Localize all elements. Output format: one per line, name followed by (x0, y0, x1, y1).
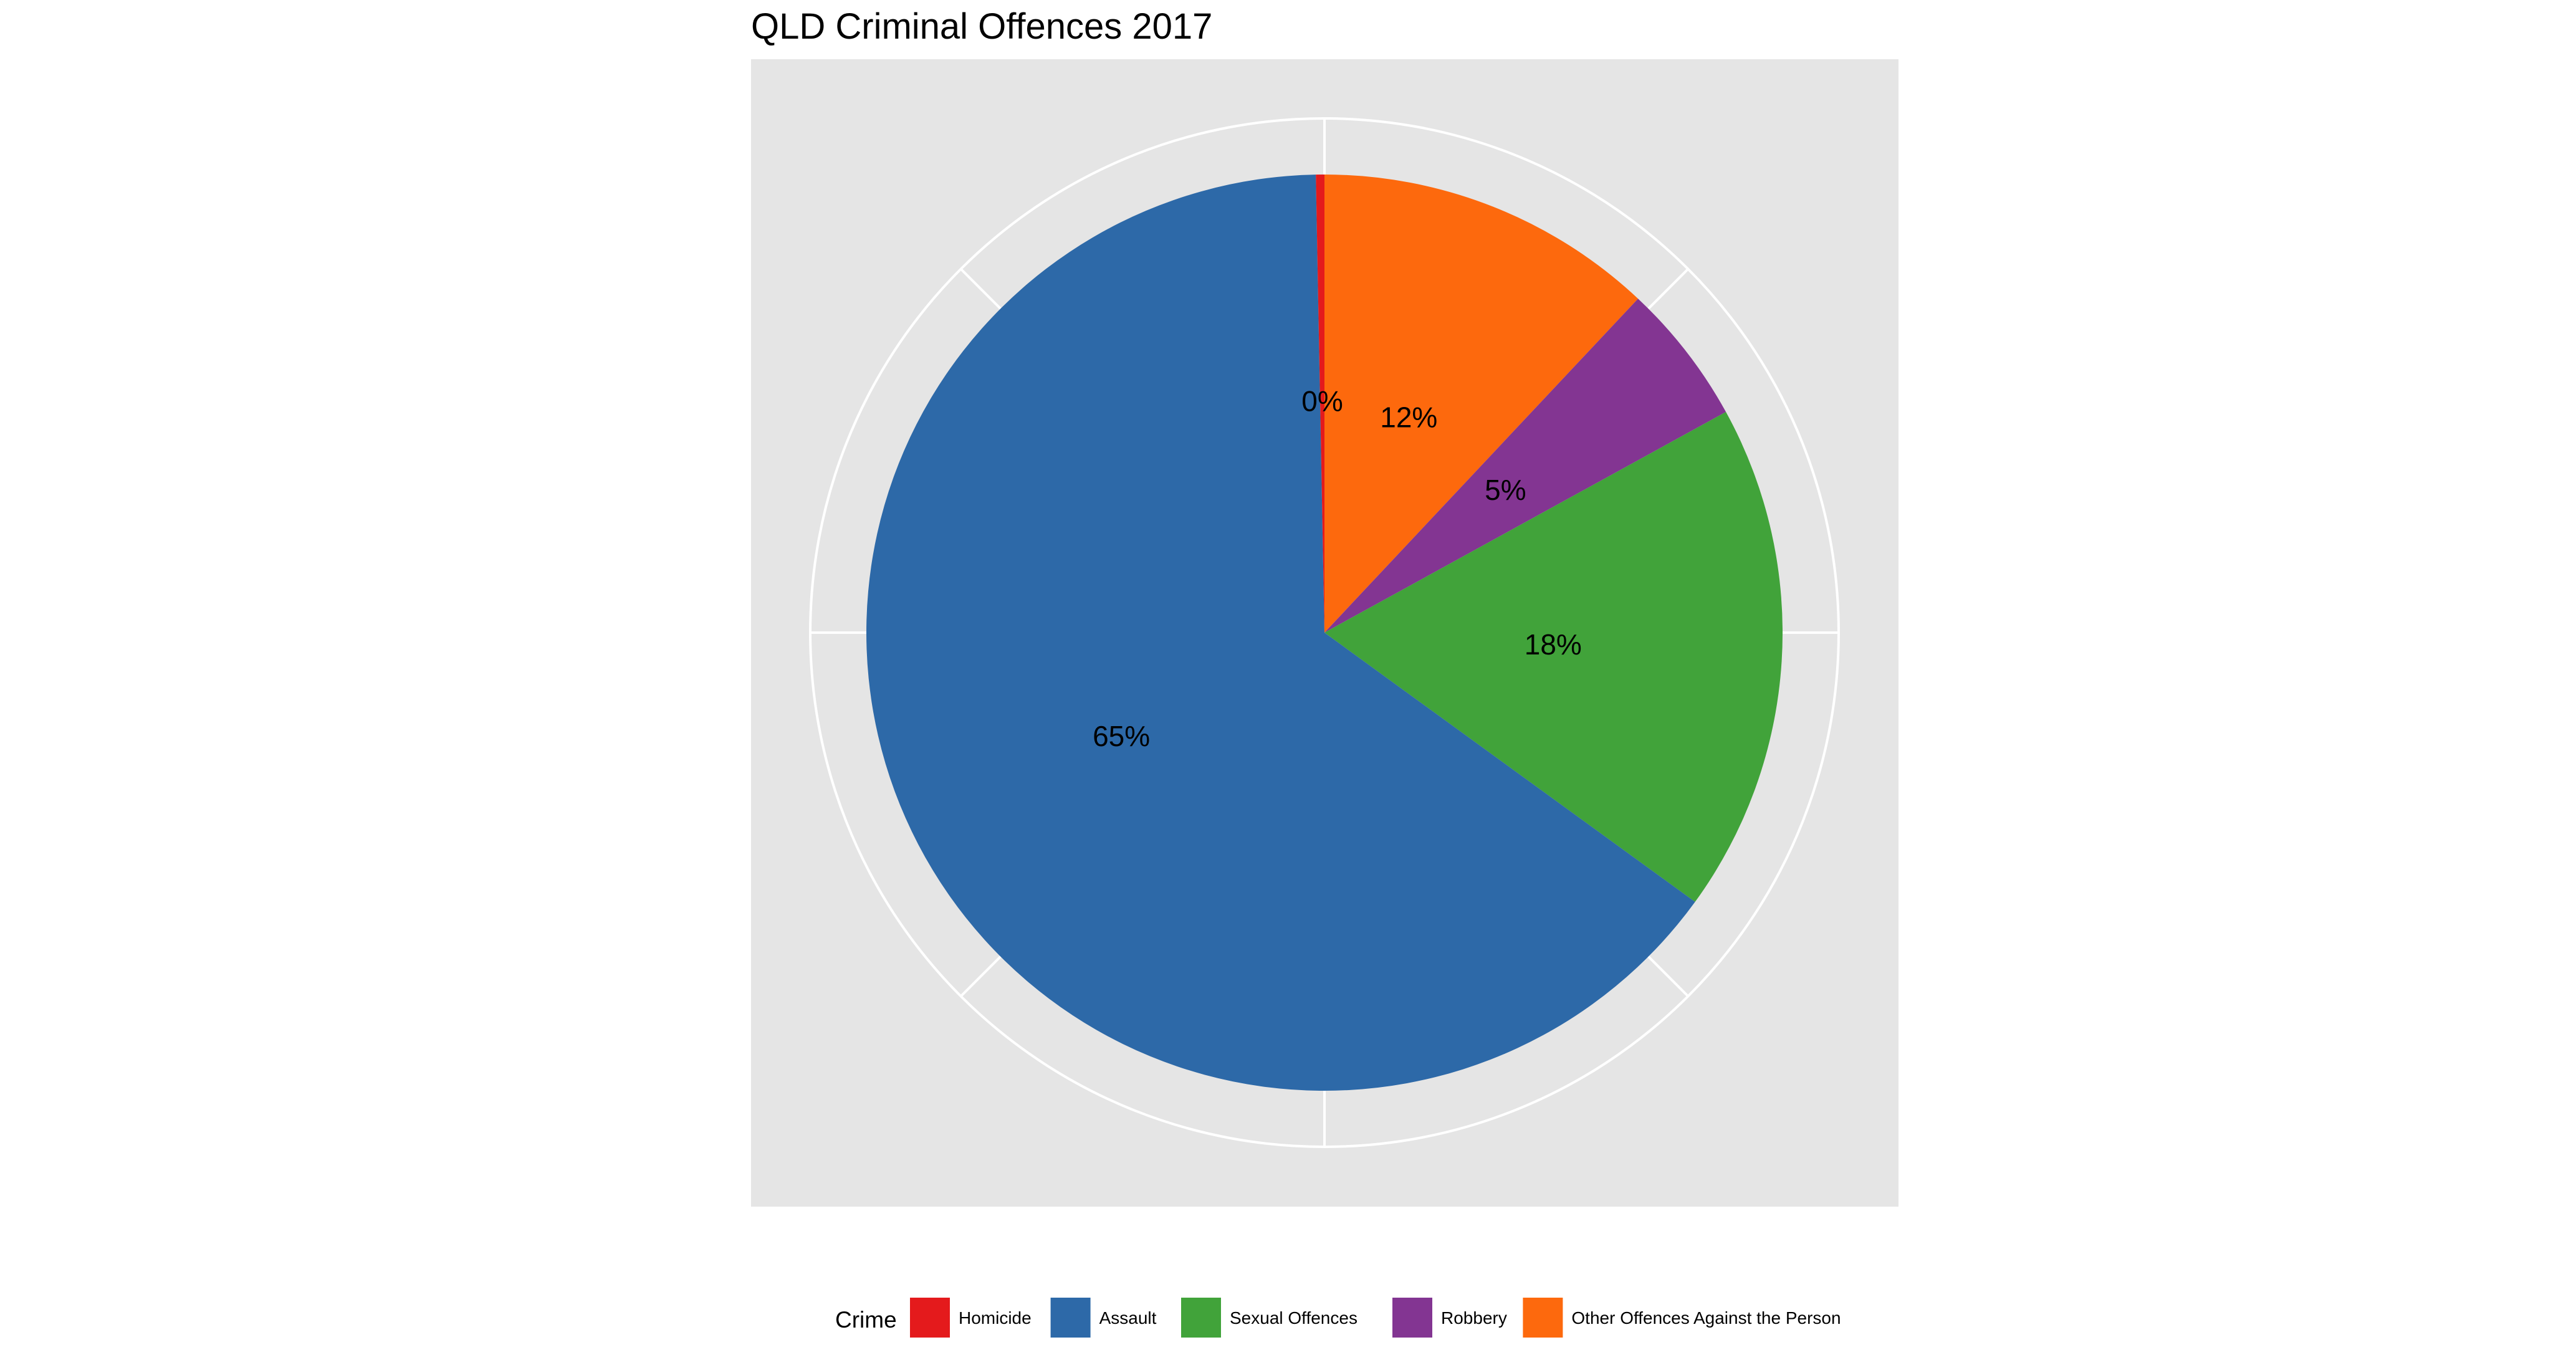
legend-key-other-offences-against-the-person (1523, 1298, 1563, 1338)
legend-label-sexual-offences: Sexual Offences (1230, 1308, 1357, 1328)
slice-label-robbery: 5% (1485, 474, 1526, 506)
legend-key-sexual-offences (1181, 1298, 1221, 1338)
slice-label-homicide: 0% (1301, 385, 1343, 418)
legend-items: Homicide Assault Sexual Offences Robbery Oth… (910, 1298, 1841, 1338)
legend-key-homicide (910, 1298, 950, 1338)
slice-sexual-offences (1324, 411, 1783, 903)
slice-robbery (1324, 299, 1726, 633)
slice-assault (866, 175, 1695, 1091)
slice-label-sexual-offences: 18% (1525, 628, 1582, 661)
legend-label-homicide: Homicide (959, 1308, 1032, 1328)
legend: Crime Homicide Assault Sexual Offences Robb… (835, 1298, 1841, 1338)
legend-label-other-offences-against-the-person: Other Offences Against the Person (1571, 1308, 1841, 1328)
slice-other-offences-against-the-person (1324, 175, 1639, 633)
slice-homicide (1316, 175, 1324, 633)
chart-title: QLD Criminal Offences 2017 (751, 6, 1212, 47)
slice-label-assault: 65% (1093, 720, 1150, 752)
slice-label-other-offences-against-the-person: 12% (1380, 401, 1437, 433)
pie-slices (866, 175, 1783, 1091)
slice-labels: 12% 5% 18% 65% 0% (1093, 385, 1582, 752)
legend-label-assault: Assault (1099, 1308, 1157, 1328)
legend-key-robbery (1392, 1298, 1432, 1338)
legend-label-robbery: Robbery (1441, 1308, 1507, 1328)
legend-title: Crime (835, 1307, 897, 1333)
legend-key-assault (1050, 1298, 1091, 1338)
